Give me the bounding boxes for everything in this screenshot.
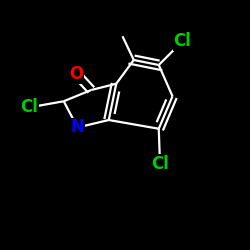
Text: O: O (69, 65, 84, 83)
Text: N: N (70, 118, 85, 136)
Text: Cl: Cl (20, 98, 38, 116)
Text: Cl: Cl (151, 155, 169, 173)
Text: Cl: Cl (174, 32, 192, 50)
